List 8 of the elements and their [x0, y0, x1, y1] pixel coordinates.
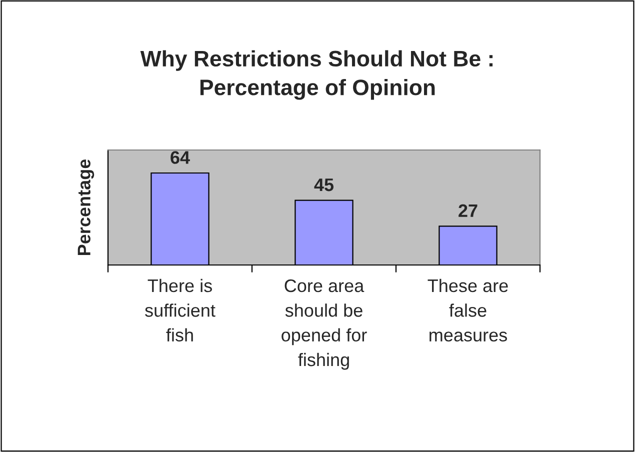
data-label: 27 [458, 204, 478, 217]
chart-title: Why Restrictions Should Not Be : Percentage of Opinion [140, 50, 493, 100]
data-label: 64 [170, 151, 190, 164]
x-tick-label: These are false measures [428, 278, 508, 342]
data-label: 45 [314, 178, 334, 192]
x-tick-label: Core area should be opened for fishing [282, 279, 367, 370]
y-axis-title: Percentage [78, 159, 94, 255]
x-tick-label: There is sufficient fish [145, 278, 216, 342]
